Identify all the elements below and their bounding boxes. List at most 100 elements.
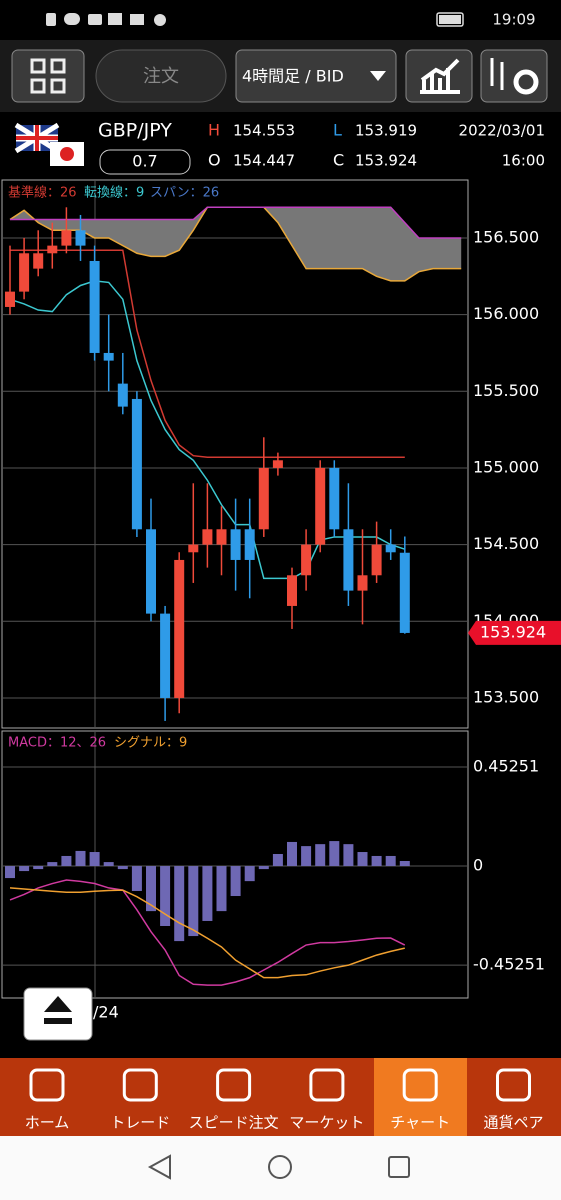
spread-box	[99, 149, 191, 175]
candle-body	[385, 544, 396, 553]
button[interactable]	[11, 49, 85, 103]
histogram-bar	[258, 866, 269, 870]
candle-body	[146, 529, 156, 614]
histogram-bar	[287, 841, 297, 867]
histogram-bar	[385, 855, 396, 867]
y-tick-label: 155.500	[473, 381, 539, 400]
back-button[interactable]	[147, 1154, 171, 1180]
histogram-bar	[301, 846, 312, 867]
battery	[436, 12, 464, 27]
tab-bar	[0, 1058, 561, 1136]
tab-label[interactable]: マーケット	[289, 1114, 364, 1132]
timeframe-label: 4時間足 / BID	[242, 67, 344, 86]
collapse-button[interactable]	[23, 987, 93, 1041]
candle-body	[131, 398, 142, 530]
histogram-bar	[272, 853, 283, 867]
candle-body	[160, 613, 171, 698]
histogram-bar	[371, 855, 382, 867]
chart-type-button[interactable]	[405, 49, 473, 103]
candle-body	[343, 529, 354, 591]
histogram-bar	[75, 850, 86, 867]
open-value: 154.447	[233, 152, 295, 170]
time: 16:00	[502, 152, 545, 170]
recents-button[interactable]	[388, 1156, 410, 1178]
tab-icon	[402, 1068, 438, 1102]
histogram-bar	[230, 866, 241, 897]
candle-body	[117, 383, 128, 407]
home-button[interactable]	[268, 1155, 292, 1179]
candle-body	[19, 253, 30, 292]
candle-body	[216, 529, 227, 545]
timeframe-button[interactable]	[235, 49, 397, 103]
histogram-bar	[399, 860, 410, 867]
candle-body	[287, 575, 297, 606]
histogram-bar	[5, 866, 15, 879]
macd-line	[9, 879, 406, 986]
chart-layer: 153.500154.000154.500155.000155.500156.0…	[2, 206, 561, 986]
y-tick-label: 0.45251	[473, 756, 539, 775]
icon	[108, 13, 122, 25]
histogram-bar	[315, 844, 326, 867]
tabs: ホーム トレード スピード注文 マーケット チャート 通貨ペア	[25, 1068, 544, 1132]
tab-label[interactable]: トレード	[110, 1114, 170, 1132]
y-tick-label: 154.500	[473, 534, 539, 553]
y-tick-label: 153.500	[473, 687, 539, 706]
low-label: L	[333, 121, 342, 140]
candle-body	[371, 544, 382, 576]
tab-icon	[216, 1068, 252, 1102]
histogram-bar	[202, 866, 213, 921]
candle-body	[5, 291, 15, 307]
histogram-bar	[188, 866, 199, 937]
histogram-bar	[329, 841, 340, 867]
y-tick-label: 155.000	[473, 457, 539, 476]
histogram-bar	[131, 866, 142, 891]
candle-body	[357, 575, 368, 591]
candle-body	[89, 260, 100, 353]
candle-body	[329, 467, 340, 530]
order-button[interactable]	[95, 49, 227, 103]
histogram-bar	[343, 844, 354, 867]
candle-body	[202, 529, 213, 545]
y-tick-label: 156.000	[473, 304, 539, 323]
button[interactable]	[405, 49, 473, 103]
candle-body	[315, 467, 326, 545]
histogram-bar	[244, 866, 255, 882]
icon	[154, 14, 166, 26]
high-label: H	[208, 121, 220, 140]
candle-body	[244, 529, 255, 560]
candle-body	[399, 552, 410, 633]
system-nav	[0, 1136, 561, 1200]
settings-button[interactable]	[480, 49, 548, 103]
histogram-bar	[61, 855, 72, 867]
candle-body	[230, 529, 241, 560]
low-value: 153.919	[355, 122, 417, 140]
menu-button[interactable]	[11, 49, 85, 103]
histogram-bar	[33, 866, 44, 870]
tab-label[interactable]: スピード注文	[189, 1114, 279, 1132]
indicator-line	[9, 280, 406, 580]
legend-macd: MACD：12、26	[8, 736, 106, 751]
indicator-line	[10, 249, 405, 458]
histogram-bar	[89, 852, 100, 867]
histogram-bar	[19, 866, 30, 872]
histogram-bar	[103, 862, 114, 867]
histogram-bar	[216, 866, 227, 912]
spread: 0.7	[132, 152, 157, 171]
legend-kijun: 基準線：26	[8, 185, 77, 201]
legend-signal: シグナル：9	[114, 736, 187, 751]
histogram-bar	[357, 852, 368, 867]
order-label: 注文	[143, 66, 179, 87]
candle-body	[188, 544, 199, 553]
date-label: /24	[93, 1003, 119, 1022]
tab-label[interactable]: チャート	[390, 1114, 450, 1132]
histogram-bar	[146, 866, 156, 912]
tab-label[interactable]: ホーム	[25, 1114, 70, 1132]
high-value: 154.553	[233, 122, 295, 140]
candle-body	[33, 253, 44, 269]
open-label: O	[208, 151, 221, 170]
candle-body	[103, 352, 114, 361]
tab-label[interactable]: 通貨ペア	[483, 1114, 543, 1132]
tab-icon	[496, 1068, 531, 1102]
